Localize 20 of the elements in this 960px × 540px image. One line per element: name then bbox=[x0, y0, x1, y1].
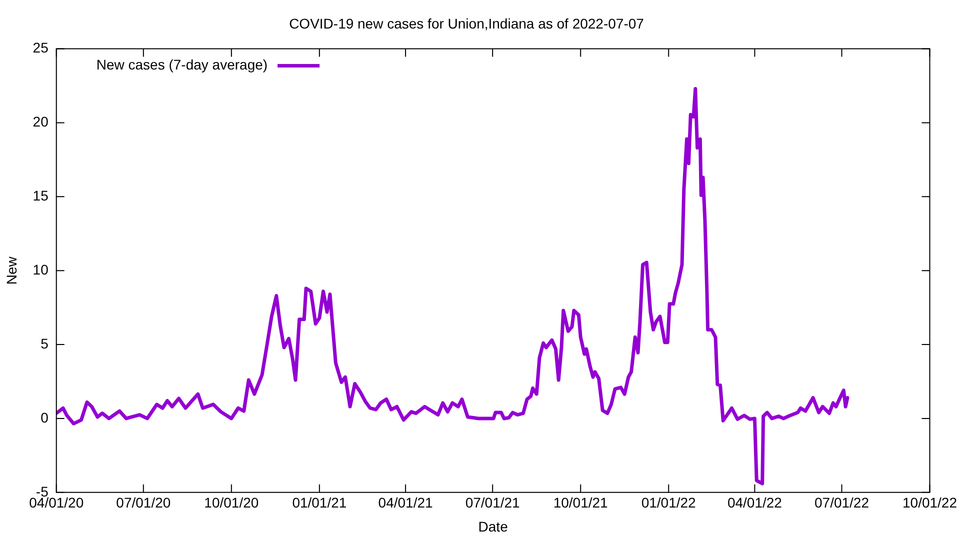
x-tick-label: 10/01/21 bbox=[553, 494, 608, 511]
legend-label: New cases (7-day average) bbox=[96, 56, 268, 73]
y-tick-label: 5 bbox=[40, 335, 49, 352]
y-tick-label: 10 bbox=[32, 261, 49, 278]
y-tick-label: 25 bbox=[32, 40, 49, 56]
y-tick-label: 0 bbox=[40, 409, 49, 426]
y-tick-label: 15 bbox=[32, 188, 49, 204]
y-axis-title: New bbox=[3, 256, 20, 285]
y-tick-label: 20 bbox=[32, 114, 49, 130]
x-tick-label: 01/01/21 bbox=[292, 494, 347, 511]
x-tick-label: 04/01/21 bbox=[378, 494, 433, 511]
x-tick-label: 04/01/22 bbox=[727, 494, 782, 511]
x-tick-label: 10/01/20 bbox=[204, 494, 259, 511]
x-tick-label: 01/01/22 bbox=[641, 494, 696, 511]
x-tick-label: 07/01/21 bbox=[465, 494, 520, 511]
x-tick-label: 07/01/22 bbox=[814, 494, 870, 511]
x-axis-title: Date bbox=[478, 518, 508, 534]
chart-title: COVID-19 new cases for Union,Indiana as of 2022-07-07 bbox=[289, 15, 644, 32]
x-tick-label: 10/01/22 bbox=[902, 494, 958, 511]
x-tick-label: 07/01/20 bbox=[116, 494, 171, 511]
